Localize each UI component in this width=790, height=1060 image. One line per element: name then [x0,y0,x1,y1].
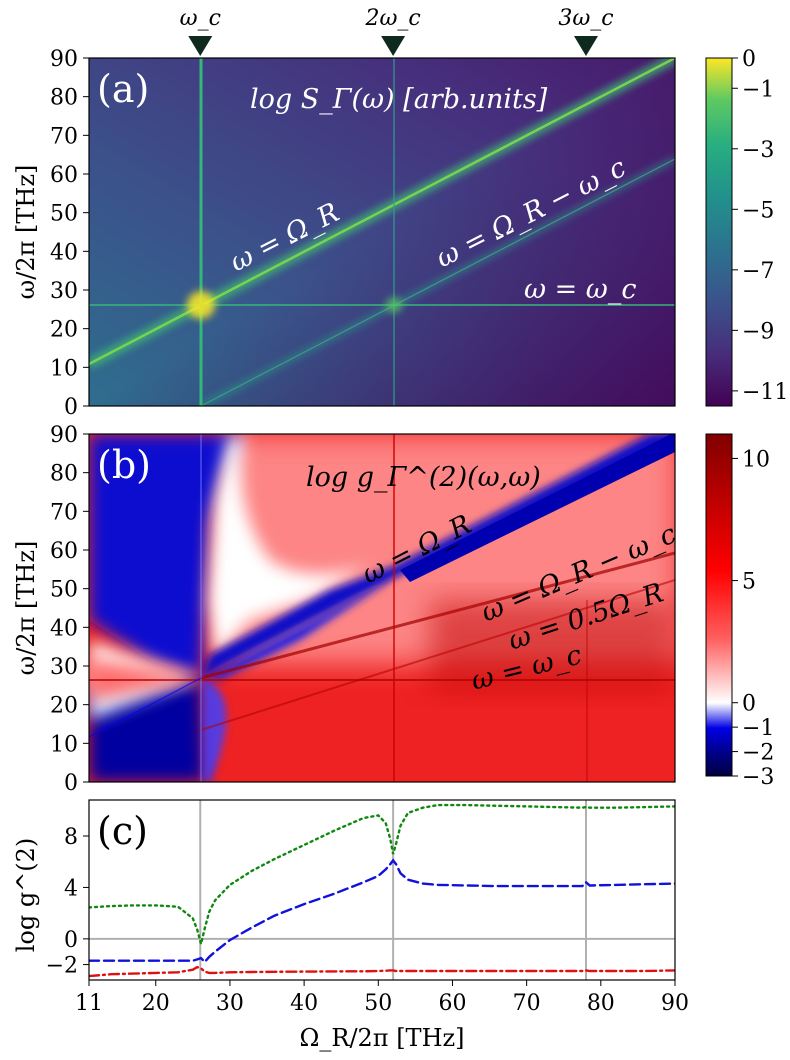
panel-label-b: (b) [97,443,151,487]
x-tick-label: 30 [216,991,244,1016]
colorbar-b-ticks: 10 5 0−1−2−3 [732,447,774,790]
y-tick-label: 30 [50,279,78,304]
heatmap-b [89,434,675,782]
colorbar-tick-label: −1 [742,77,774,102]
y-axis-label-c: log g^(2) [12,838,40,953]
x-tick-label: 50 [364,991,392,1016]
y-tick-label: 60 [50,163,78,188]
frame-c [88,799,676,981]
heatmap-a [89,58,675,406]
y-tick-label: 10 [50,732,78,757]
y-tick-label: 20 [50,694,78,719]
y-tick-label: 70 [50,500,78,525]
y-tick-label: 80 [50,462,78,487]
series-line-dashed [89,858,675,964]
y-tick-label: 0 [64,395,78,420]
frame-b [88,433,676,783]
y-axis-label-b: ω/2π [THz] [12,541,40,676]
y-tick-label: 4 [64,876,78,901]
y-tick-label: 0 [64,771,78,796]
top-marker-label: ω_c [180,6,221,31]
colorbar-tick-label: −2 [742,741,774,766]
y-ticks-b: 0 10 20 30 40 50 60 70 80 90 [50,423,89,796]
y-ticks-a: 0 10 20 30 40 50 60 70 80 90 [50,47,89,420]
x-axis-label-c: Ω_R/2π [THz] [299,1024,464,1052]
series-line-dotted [89,803,675,945]
top-marker-triangle [381,36,406,56]
top-marker-triangle [573,36,598,56]
panel-b: (b) log g_Γ^(2)(ω,ω) ω = Ω_R ω = Ω_R − ω… [12,423,774,796]
y-tick-label: 8 [64,825,78,850]
colorbar-tick-label: −3 [742,138,774,163]
y-tick-label: 80 [50,86,78,111]
colorbar-tick-label: −1 [742,716,774,741]
top-marker-label: 2ω_c [364,6,420,31]
y-tick-label: 40 [50,240,78,265]
x-tick-label: 90 [661,991,689,1016]
y-tick-label: 0 [64,928,78,953]
title-a: log S_Γ(ω) [arb.units] [250,84,548,115]
ticks-c: 11 20 30 40 50 60 70 80 90 −20 4 8 [46,825,689,1016]
y-tick-label: 70 [50,124,78,149]
x-tick-label: 40 [290,991,318,1016]
colorbar-tick-label: −11 [742,380,788,405]
x-tick-label: 60 [438,991,466,1016]
y-tick-label: 50 [50,202,78,227]
y-axis-label-a: ω/2π [THz] [12,165,40,300]
frame-a [88,57,676,407]
panel-label-a: (a) [97,67,149,111]
colorbar-tick-label: 0 [742,692,756,717]
y-tick-label: −2 [46,954,78,979]
colorbar-tick-label: −3 [742,765,774,790]
colorbar-tick-label: 10 [742,447,770,472]
x-tick-label: 11 [75,991,103,1016]
annotation-a-horizontal: ω = ω_c [524,274,636,305]
title-b: log g_Γ^(2)(ω,ω) [306,462,541,493]
colorbar-b [705,433,733,777]
colorbar-a-ticks: 0 −1 −3 −5 −7 −9 −11 [732,47,788,405]
y-tick-label: 10 [50,356,78,381]
y-tick-label: 20 [50,318,78,343]
panel-label-c: (c) [97,809,148,853]
y-tick-label: 90 [50,423,78,448]
top-markers: ω_c 2ω_c 3ω_c [180,6,614,56]
x-tick-label: 20 [142,991,170,1016]
x-tick-label: 80 [587,991,615,1016]
colorbar-tick-label: −9 [742,319,774,344]
panel-a: (a) log S_Γ(ω) [arb.units] ω = Ω_R ω = Ω… [12,6,788,420]
colorbar-a [705,57,733,407]
y-tick-label: 60 [50,539,78,564]
top-marker-triangle [188,36,213,56]
y-tick-label: 90 [50,47,78,72]
x-tick-label: 70 [513,991,541,1016]
colorbar-tick-label: 0 [742,47,756,72]
y-tick-label: 30 [50,655,78,680]
plot-c [89,800,675,980]
y-tick-label: 50 [50,578,78,603]
y-tick-label: 40 [50,616,78,641]
top-marker-label: 3ω_c [558,6,613,31]
panel-c: (c) 11 20 30 40 50 60 70 80 90 −20 4 8 log g^(2) Ω_… [12,799,689,1052]
colorbar-tick-label: 5 [742,570,756,595]
colorbar-tick-label: −7 [742,259,774,284]
colorbar-tick-label: −5 [742,198,774,223]
series-line-dashdot [89,965,675,978]
